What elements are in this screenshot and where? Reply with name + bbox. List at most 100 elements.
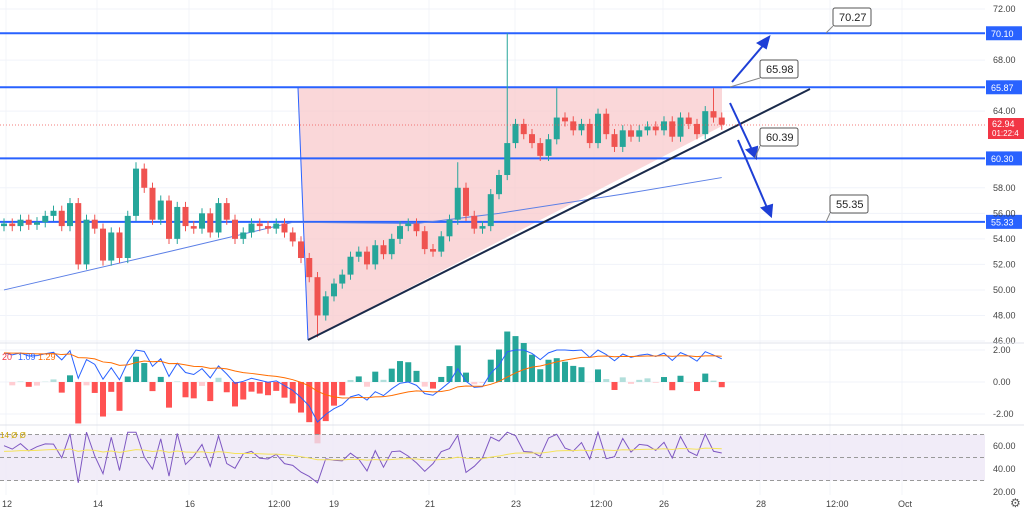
candle	[430, 243, 436, 257]
candle-body	[116, 232, 123, 259]
candle	[240, 227, 247, 244]
macd-histogram-bar	[421, 382, 428, 387]
candle-body	[611, 134, 618, 147]
macd-histogram-bar	[124, 376, 131, 382]
price-callout[interactable]	[832, 7, 872, 27]
candle-body	[570, 121, 577, 131]
macd-tick: 0.00	[993, 377, 1011, 387]
candle	[182, 201, 189, 232]
candle	[487, 189, 494, 232]
candle-body	[182, 206, 189, 227]
macd-histogram-bar	[471, 382, 478, 385]
candle-body	[520, 123, 527, 135]
candle	[83, 214, 90, 270]
candle-body	[58, 210, 65, 227]
candle	[17, 214, 24, 232]
candle	[207, 208, 214, 238]
candle-body	[463, 187, 469, 216]
candle-body	[388, 238, 395, 255]
candle-body	[364, 251, 370, 265]
candle-body	[562, 117, 568, 122]
macd-histogram-bar	[710, 380, 717, 382]
callout-text: 60.39	[766, 132, 794, 144]
arrow-up	[731, 41, 767, 83]
countdown: 01:22:4	[992, 129, 1019, 138]
callout-text: 55.35	[836, 199, 864, 211]
price-callout[interactable]	[759, 127, 799, 147]
time-tick: 23	[511, 499, 521, 509]
candle-body	[42, 215, 49, 223]
candle	[9, 218, 16, 232]
arrow-down-1	[729, 102, 754, 153]
candle-body	[166, 200, 172, 239]
price-callout[interactable]	[829, 194, 869, 214]
candle-body	[141, 168, 148, 188]
candle	[232, 214, 238, 244]
candle	[586, 118, 593, 149]
macd-histogram-bar	[454, 345, 461, 382]
candle	[141, 163, 148, 193]
candle	[603, 108, 610, 140]
candle-body	[314, 277, 321, 316]
macd-histogram-bar	[281, 382, 288, 398]
callout-leader	[825, 25, 834, 34]
time-tick: 12:00	[268, 499, 291, 509]
candle-body	[512, 123, 519, 144]
candle	[273, 218, 280, 234]
macd-histogram-bar	[413, 370, 420, 382]
candle	[669, 116, 676, 142]
macd-histogram-bar	[388, 368, 395, 382]
macd-histogram-bar	[553, 358, 560, 382]
candle-body	[504, 143, 511, 176]
macd-histogram-bar	[718, 382, 725, 388]
level-badge	[986, 80, 1022, 95]
time-tick: 14	[93, 499, 103, 509]
candle-body	[149, 187, 156, 220]
candle-body	[677, 117, 684, 137]
macd-histogram-bar	[619, 377, 626, 382]
macd-histogram-bar	[207, 382, 214, 402]
candle	[570, 116, 577, 136]
macd-histogram-bar	[58, 382, 65, 393]
last-price-value: 62.94	[992, 119, 1015, 129]
candle-body	[413, 223, 420, 232]
candle-body	[669, 121, 676, 137]
time-tick: 12	[2, 499, 12, 509]
candle-body	[372, 245, 379, 265]
candle-body	[397, 226, 403, 239]
candle-body	[25, 219, 32, 225]
time-tick: 16	[185, 499, 195, 509]
signal-line	[3, 352, 722, 399]
candle-body	[331, 283, 337, 297]
candle	[702, 106, 709, 140]
candle	[496, 169, 502, 200]
price-tick: 64.00	[993, 106, 1016, 116]
candle	[504, 33, 511, 181]
macd-histogram-bar	[347, 379, 354, 382]
macd-histogram-bar	[240, 382, 247, 400]
candle	[463, 182, 469, 221]
ascending-trendline	[307, 88, 811, 341]
candle-body	[133, 168, 139, 216]
settings-gear-icon[interactable]: ⚙	[1010, 496, 1021, 510]
candle	[438, 231, 445, 257]
candle-body	[619, 130, 626, 147]
candle	[454, 162, 461, 225]
candle	[677, 112, 684, 142]
macd-histogram-bar	[25, 382, 32, 387]
candle-body	[17, 219, 24, 227]
price-callout[interactable]	[759, 59, 799, 79]
candle-body	[1, 223, 7, 227]
candle-body	[347, 256, 354, 275]
candle	[281, 218, 288, 238]
macd-histogram-bar	[157, 376, 164, 382]
macd-histogram-bar	[265, 382, 271, 396]
candle	[248, 218, 255, 238]
macd-histogram-bar	[529, 354, 535, 382]
macd-histogram-bar	[182, 382, 189, 398]
level-badge	[986, 151, 1022, 166]
callout-text: 70.27	[839, 12, 867, 24]
candle-body	[75, 203, 82, 265]
candle	[718, 112, 725, 130]
